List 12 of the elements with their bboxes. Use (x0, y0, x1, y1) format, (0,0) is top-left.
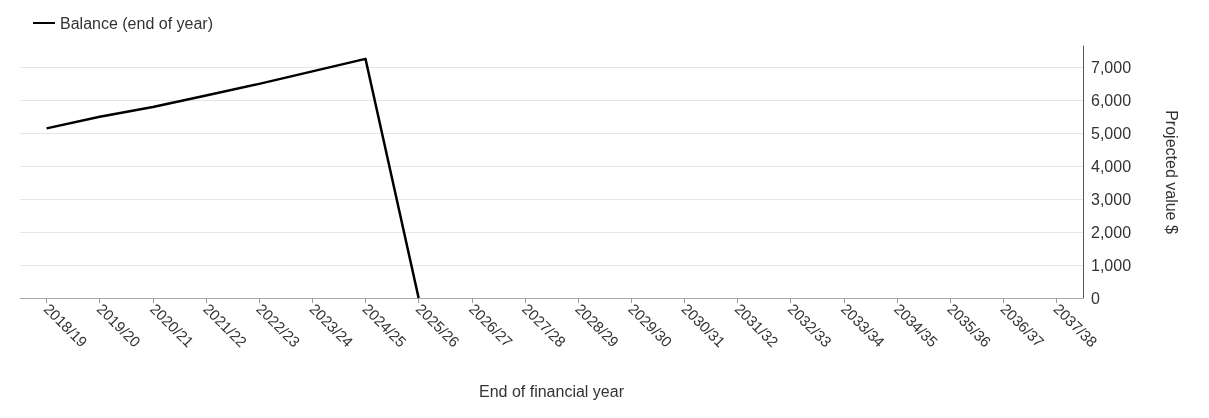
y-tick-label: 1,000 (1091, 256, 1132, 274)
x-axis-title: End of financial year (479, 382, 625, 400)
y-tick-label: 2,000 (1091, 223, 1132, 241)
y-tick-label: 0 (1091, 289, 1100, 307)
y-tick-label: 4,000 (1091, 157, 1132, 175)
y-tick-label: 3,000 (1091, 190, 1132, 208)
y-tick-label: 7,000 (1091, 58, 1132, 76)
y-axis-title: Projected value $ (1162, 110, 1180, 234)
legend-label: Balance (end of year) (60, 14, 213, 32)
line-series (45, 57, 420, 300)
y-tick-label: 5,000 (1091, 124, 1132, 142)
y-tick-label: 6,000 (1091, 91, 1132, 109)
